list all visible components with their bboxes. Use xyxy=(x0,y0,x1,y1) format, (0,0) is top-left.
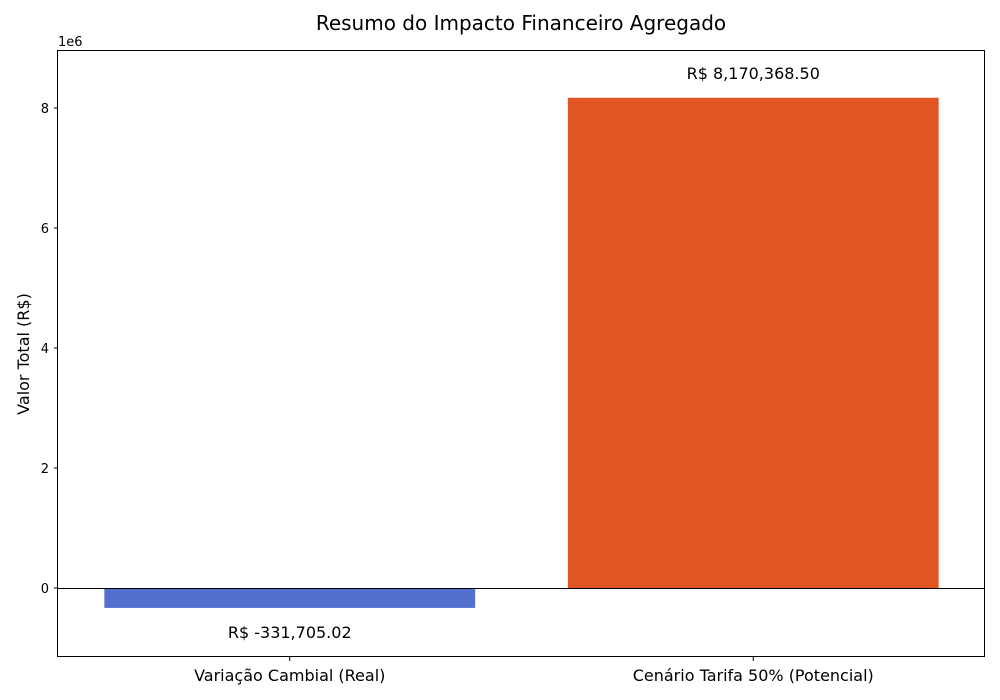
y-ticks-group: 0 2 4 6 8 xyxy=(41,102,58,597)
bar-1 xyxy=(104,588,476,608)
data-label-1: R$ -331,705.02 xyxy=(228,623,352,642)
x-tick-label: Cenário Tarifa 50% (Potencial) xyxy=(633,666,874,685)
y-axis-label: Valor Total (R$) xyxy=(14,293,33,415)
x-ticks-group: Variação Cambial (Real) Cenário Tarifa 50… xyxy=(194,657,874,685)
bars-group xyxy=(104,97,939,608)
data-label-2: R$ 8,170,368.50 xyxy=(687,64,820,83)
chart-title: Resumo do Impacto Financeiro Agregado xyxy=(316,11,726,35)
y-tick-label: 4 xyxy=(41,342,49,357)
x-tick-label: Variação Cambial (Real) xyxy=(194,666,385,685)
y-tick-label: 0 xyxy=(41,582,49,597)
y-axis-offset-label: 1e6 xyxy=(58,35,83,50)
y-tick-label: 6 xyxy=(41,222,49,237)
plot-frame xyxy=(57,50,985,657)
bar-2 xyxy=(567,97,939,588)
y-tick-label: 2 xyxy=(41,462,49,477)
data-labels-group: R$ -331,705.02 R$ 8,170,368.50 xyxy=(228,64,820,642)
y-tick-label: 8 xyxy=(41,102,49,117)
